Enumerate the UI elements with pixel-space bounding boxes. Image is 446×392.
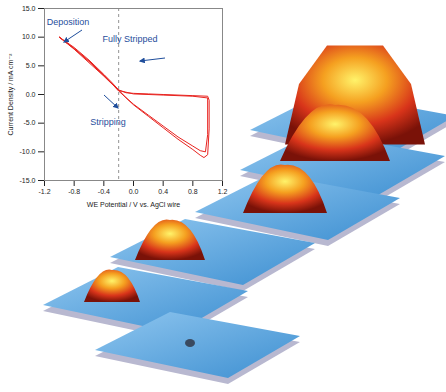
svg-text:-0.4: -0.4 bbox=[98, 188, 110, 195]
svg-text:0.0: 0.0 bbox=[129, 188, 139, 195]
svg-text:5.0: 5.0 bbox=[26, 62, 36, 69]
svg-text:Current Density / mA cm⁻²: Current Density / mA cm⁻² bbox=[7, 53, 15, 136]
svg-text:15.0: 15.0 bbox=[22, 5, 36, 12]
svg-text:-15.0: -15.0 bbox=[20, 177, 36, 184]
svg-text:0.0: 0.0 bbox=[26, 91, 36, 98]
svg-text:10.0: 10.0 bbox=[22, 33, 36, 40]
svg-text:-5.0: -5.0 bbox=[23, 119, 35, 126]
svg-text:Deposition: Deposition bbox=[47, 17, 90, 27]
svg-text:WE Potential / V vs. AgCl wire: WE Potential / V vs. AgCl wire bbox=[87, 201, 180, 209]
svg-text:-10.0: -10.0 bbox=[20, 148, 36, 155]
svg-text:-0.8: -0.8 bbox=[68, 188, 80, 195]
svg-text:Fully Stripped: Fully Stripped bbox=[102, 34, 157, 44]
svg-text:-1.2: -1.2 bbox=[38, 188, 50, 195]
svg-text:0.8: 0.8 bbox=[188, 188, 198, 195]
svg-text:1.2: 1.2 bbox=[218, 188, 228, 195]
svg-text:Stripping: Stripping bbox=[90, 117, 126, 127]
svg-text:0.4: 0.4 bbox=[158, 188, 168, 195]
